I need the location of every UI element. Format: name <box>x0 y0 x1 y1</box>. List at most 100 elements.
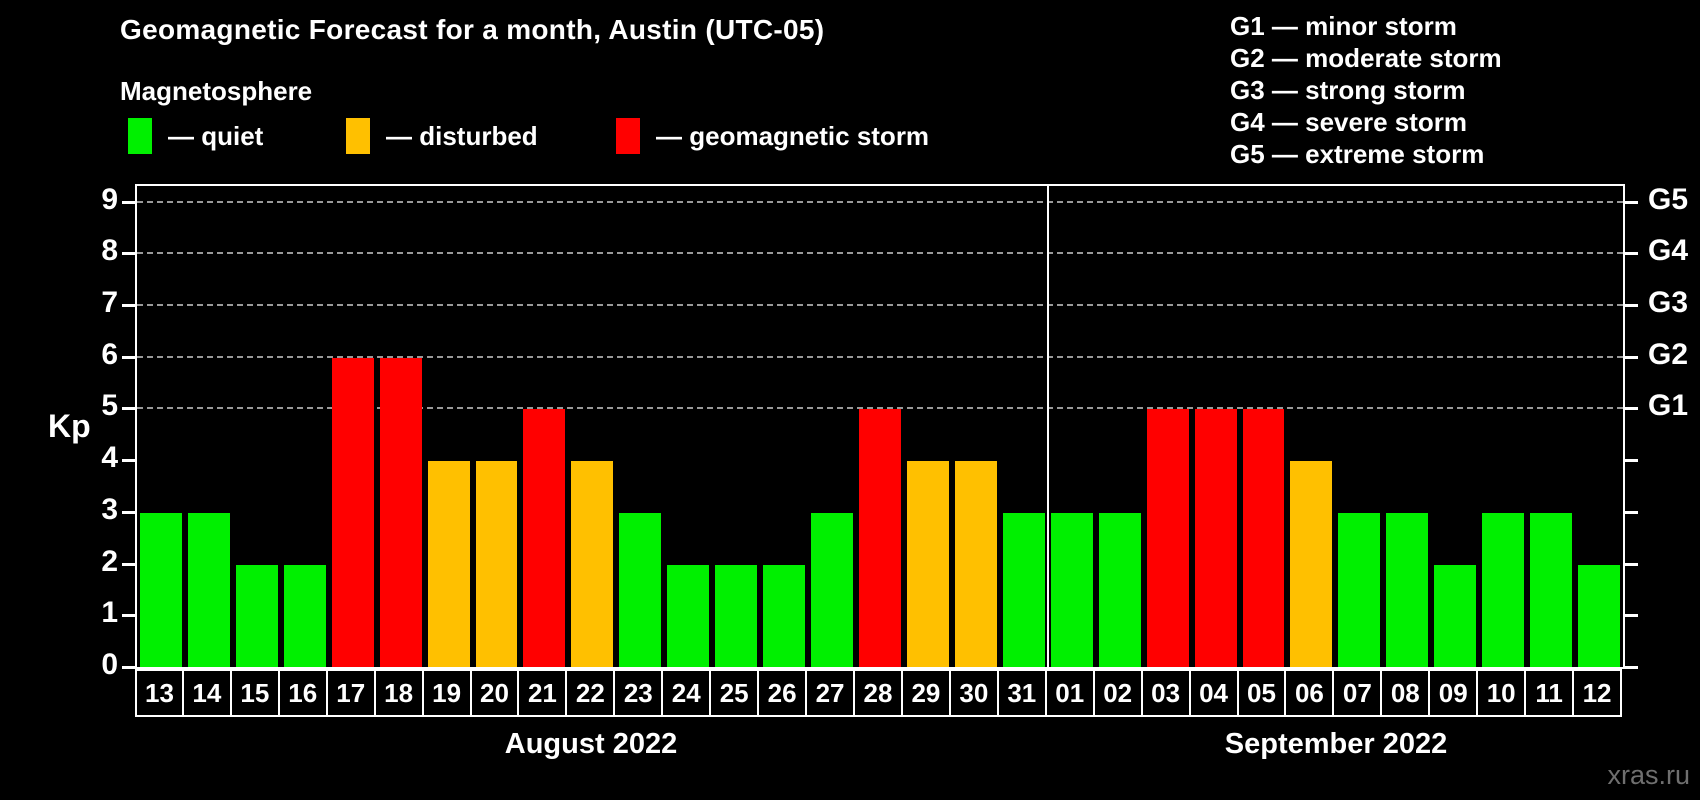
left-tick-0 <box>122 666 135 669</box>
g-scale-legend: G1 — minor storm G2 — moderate storm G3 … <box>1230 10 1502 170</box>
kp-bar-day-26 <box>763 564 806 667</box>
kp-bar-day-25 <box>715 564 758 667</box>
kp-bar-day-21 <box>523 409 566 667</box>
g-legend-g4: G4 — severe storm <box>1230 107 1468 137</box>
right-tick-1 <box>1625 614 1638 618</box>
day-label-12: 12 <box>1572 669 1622 717</box>
right-tick-2 <box>1625 562 1638 566</box>
legend-item-disturbed: — disturbed <box>346 118 538 154</box>
kp-bar-day-13 <box>140 512 182 667</box>
gridline-kp-7 <box>137 303 1623 306</box>
day-label-26: 26 <box>757 669 808 717</box>
kp-bar-day-08 <box>1386 512 1429 667</box>
left-tick-9 <box>122 200 135 204</box>
y-tick-label-4: 4 <box>101 441 118 475</box>
y-axis-title: Kp <box>48 408 91 444</box>
kp-bar-day-06 <box>1290 461 1333 667</box>
day-label-03: 03 <box>1140 669 1191 717</box>
kp-bar-day-24 <box>667 564 710 667</box>
kp-bar-day-30 <box>954 461 997 667</box>
kp-bar-day-10 <box>1482 512 1525 667</box>
day-label-02: 02 <box>1092 669 1143 717</box>
g-legend-g5: G5 — extreme storm <box>1230 139 1485 169</box>
day-label-11: 11 <box>1524 669 1575 717</box>
y-tick-label-7: 7 <box>101 285 118 319</box>
y-tick-label-3: 3 <box>101 492 118 526</box>
kp-bar-day-05 <box>1242 409 1285 667</box>
right-tick-0 <box>1625 666 1638 669</box>
g-axis-label-G1: G1 <box>1648 389 1689 423</box>
kp-bar-day-29 <box>906 461 949 667</box>
kp-bar-day-15 <box>235 564 278 667</box>
day-label-29: 29 <box>900 669 951 717</box>
kp-bar-day-12 <box>1578 564 1620 667</box>
y-tick-label-2: 2 <box>101 544 118 578</box>
kp-bar-day-07 <box>1338 512 1381 667</box>
day-label-08: 08 <box>1380 669 1431 717</box>
day-label-28: 28 <box>853 669 903 717</box>
g-axis-label-G2: G2 <box>1648 337 1689 371</box>
plot-area <box>137 186 1623 667</box>
day-label-17: 17 <box>325 669 376 717</box>
kp-bar-day-17 <box>331 357 374 667</box>
watermark: xras.ru <box>1607 760 1690 790</box>
kp-bar-day-23 <box>619 512 662 667</box>
kp-bar-day-01 <box>1050 512 1093 667</box>
right-tick-3 <box>1625 510 1638 514</box>
right-tick-7 <box>1625 303 1638 307</box>
day-label-04: 04 <box>1188 669 1239 717</box>
day-label-13: 13 <box>135 669 184 717</box>
left-tick-6 <box>122 355 135 359</box>
kp-bar-day-04 <box>1194 409 1237 667</box>
right-tick-5 <box>1625 407 1638 411</box>
g-legend-g2: G2 — moderate storm <box>1230 43 1502 73</box>
day-label-01: 01 <box>1044 669 1095 717</box>
y-tick-label-1: 1 <box>101 596 118 630</box>
right-tick-4 <box>1625 459 1638 463</box>
day-label-15: 15 <box>229 669 280 717</box>
gridline-kp-6 <box>137 355 1623 358</box>
day-label-19: 19 <box>421 669 472 717</box>
gridline-kp-8 <box>137 252 1623 255</box>
kp-bar-day-19 <box>427 461 470 667</box>
right-tick-8 <box>1625 252 1638 256</box>
day-label-07: 07 <box>1332 669 1383 717</box>
day-label-18: 18 <box>373 669 424 717</box>
day-label-06: 06 <box>1284 669 1335 717</box>
right-tick-9 <box>1625 200 1638 204</box>
g-axis-label-G4: G4 <box>1648 234 1689 268</box>
left-tick-2 <box>122 562 135 566</box>
legend-label-disturbed: — disturbed <box>386 120 538 151</box>
gridline-kp-5 <box>137 407 1623 410</box>
day-label-14: 14 <box>181 669 232 717</box>
legend-item-storm: — geomagnetic storm <box>616 118 929 154</box>
y-tick-label-0: 0 <box>101 648 118 681</box>
left-tick-4 <box>122 459 135 463</box>
kp-bar-day-20 <box>475 461 518 667</box>
left-tick-7 <box>122 303 135 307</box>
month-label-september: September 2022 <box>1224 728 1448 760</box>
gridline-kp-9 <box>137 200 1623 203</box>
day-label-05: 05 <box>1236 669 1287 717</box>
page-title: Geomagnetic Forecast for a month, Austin… <box>120 14 825 45</box>
day-label-09: 09 <box>1428 669 1479 717</box>
storm-color-swatch <box>616 118 640 154</box>
y-tick-label-9: 9 <box>101 182 118 216</box>
kp-bar-day-11 <box>1530 512 1573 667</box>
kp-bar-day-14 <box>187 512 230 667</box>
day-label-20: 20 <box>469 669 520 717</box>
day-label-25: 25 <box>709 669 760 717</box>
day-label-16: 16 <box>277 669 328 717</box>
month-label-august: August 2022 <box>504 728 678 760</box>
kp-bar-day-18 <box>379 357 422 667</box>
left-tick-5 <box>122 407 135 411</box>
day-label-30: 30 <box>948 669 999 717</box>
day-label-21: 21 <box>517 669 568 717</box>
right-tick-6 <box>1625 355 1638 359</box>
kp-bar-chart <box>135 184 1625 669</box>
day-label-27: 27 <box>805 669 856 717</box>
day-label-23: 23 <box>613 669 664 717</box>
disturbed-color-swatch <box>346 118 370 154</box>
day-label-22: 22 <box>565 669 616 717</box>
month-separator-line <box>1046 186 1049 667</box>
